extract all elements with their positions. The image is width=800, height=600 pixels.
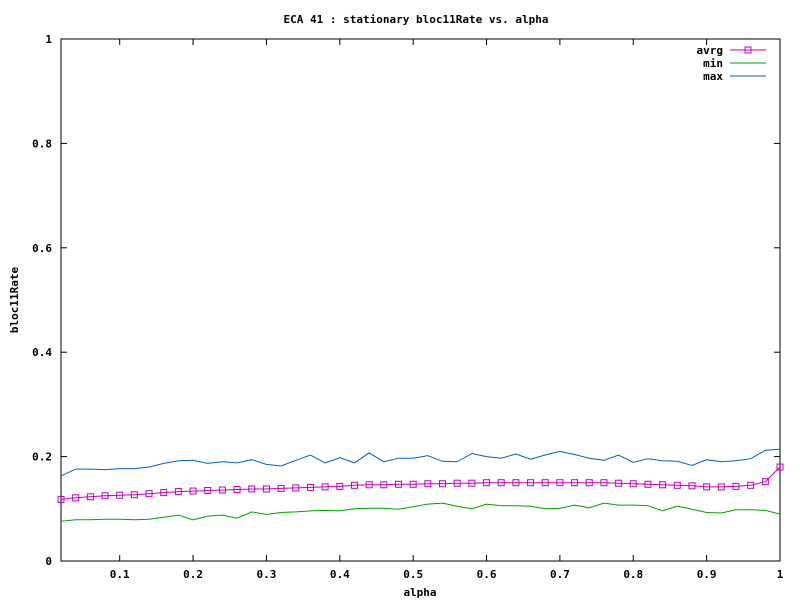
data-point-avrg	[512, 479, 520, 487]
series-line-min	[60, 502, 781, 522]
x-tick-label: 0.2	[183, 568, 203, 581]
legend-label-avrg: avrg	[697, 44, 724, 57]
data-point-avrg	[483, 479, 491, 487]
data-point-avrg	[365, 481, 373, 489]
data-point-avrg	[57, 495, 65, 503]
data-point-avrg	[600, 479, 608, 487]
data-point-avrg	[747, 481, 755, 489]
data-point-avrg	[571, 479, 579, 487]
data-point-avrg	[497, 479, 505, 487]
data-point-avrg	[233, 485, 241, 493]
legend-marker-avrg	[744, 46, 752, 54]
data-point-avrg	[145, 490, 153, 498]
data-point-avrg	[160, 489, 168, 497]
data-point-avrg	[86, 493, 94, 501]
data-point-avrg	[174, 488, 182, 496]
x-tick-label: 0.9	[697, 568, 717, 581]
data-point-avrg	[453, 479, 461, 487]
data-point-avrg	[262, 485, 270, 493]
x-tick-label: 0.7	[550, 568, 570, 581]
data-point-avrg	[556, 479, 564, 487]
x-tick-label: 0.6	[477, 568, 497, 581]
data-point-avrg	[468, 479, 476, 487]
y-tick-label: 0.6	[32, 242, 52, 255]
x-tick-label: 0.3	[256, 568, 276, 581]
y-tick-label: 0.4	[32, 346, 52, 359]
data-point-avrg	[673, 481, 681, 489]
x-tick-label: 0.5	[403, 568, 423, 581]
legend-label-max: max	[703, 70, 723, 83]
data-point-avrg	[248, 485, 256, 493]
x-tick-label: 1	[777, 568, 784, 581]
data-point-avrg	[703, 483, 711, 491]
y-axis-label: bloc11Rate	[8, 267, 21, 334]
data-point-avrg	[527, 479, 535, 487]
data-point-avrg	[277, 484, 285, 492]
data-point-avrg	[101, 492, 109, 500]
series-line-avrg	[60, 466, 781, 500]
legend-label-min: min	[703, 57, 723, 70]
x-tick-label: 0.1	[110, 568, 130, 581]
y-tick-label: 1	[45, 33, 52, 46]
data-point-avrg	[629, 480, 637, 488]
data-point-avrg	[615, 479, 623, 487]
data-point-avrg	[644, 480, 652, 488]
data-point-avrg	[585, 479, 593, 487]
plot-frame	[60, 38, 781, 562]
data-point-avrg	[218, 486, 226, 494]
data-point-avrg	[72, 494, 80, 502]
x-axis: 0.1 0.2 0.3 0.4 0.5 0.6 0.7 0.8 0.9 1	[110, 39, 784, 581]
data-point-avrg	[204, 487, 212, 495]
x-tick-label: 0.4	[330, 568, 350, 581]
chart-title: ECA 41 : stationary bloc11Rate vs. alpha	[284, 13, 549, 26]
data-point-avrg	[350, 481, 358, 489]
data-point-avrg	[130, 491, 138, 499]
data-point-avrg	[394, 480, 402, 488]
x-axis-label: alpha	[403, 586, 436, 599]
data-point-avrg	[717, 483, 725, 491]
series-line-max	[60, 448, 781, 477]
data-point-avrg	[380, 481, 388, 489]
data-point-avrg	[732, 482, 740, 490]
data-point-avrg	[321, 483, 329, 491]
y-tick-label: 0.8	[32, 137, 52, 150]
data-point-avrg	[409, 480, 417, 488]
data-point-avrg	[761, 478, 769, 486]
data-point-avrg	[116, 491, 124, 499]
data-point-avrg	[688, 482, 696, 490]
y-tick-label: 0	[45, 555, 52, 568]
data-point-avrg	[336, 482, 344, 490]
y-axis: 0 0.2 0.4 0.6 0.8 1	[32, 33, 780, 568]
data-point-avrg	[424, 480, 432, 488]
data-point-avrg	[541, 479, 549, 487]
data-point-avrg	[659, 481, 667, 489]
data-point-avrg	[776, 463, 784, 471]
x-tick-label: 0.8	[623, 568, 643, 581]
data-point-avrg	[439, 480, 447, 488]
series-layer	[57, 448, 784, 522]
data-point-avrg	[292, 484, 300, 492]
data-point-avrg	[189, 487, 197, 495]
data-point-avrg	[306, 483, 314, 491]
y-tick-label: 0.2	[32, 451, 52, 464]
